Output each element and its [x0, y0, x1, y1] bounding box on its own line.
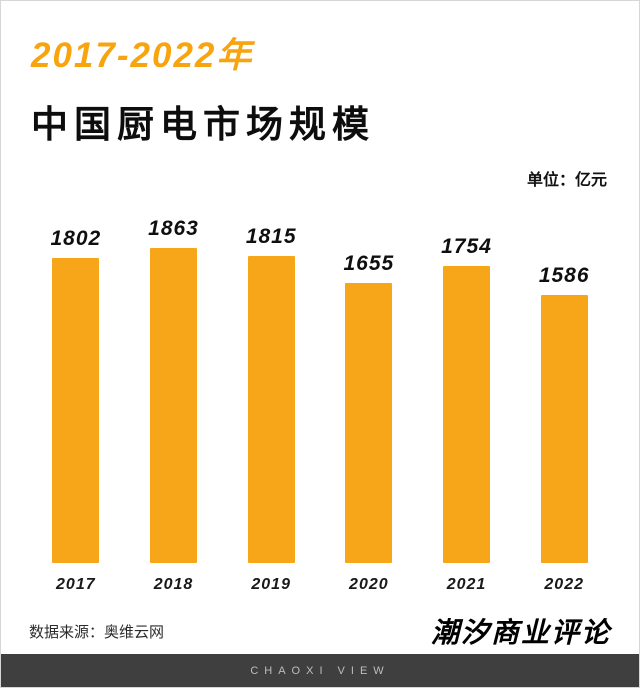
bar-chart: 1802 2017 1863 2018 1815 2019 1655 2020 1754 2021…	[27, 215, 613, 597]
bar-column: 1802 2017	[27, 215, 125, 597]
bar-column: 1863 2018	[125, 215, 223, 597]
page-title: 中国厨电市场规模	[31, 104, 375, 145]
bar	[247, 256, 295, 563]
bar-category-label: 2020	[349, 576, 389, 593]
bar-category-label: 2022	[544, 576, 584, 593]
bottom-strip: CHAOXI VIEW	[1, 654, 639, 687]
bar-value-label: 1586	[538, 264, 590, 287]
bar	[345, 283, 393, 563]
bar-value-label: 1754	[441, 235, 492, 258]
bar	[540, 295, 588, 563]
brand-logo: 潮汐商业评论	[430, 617, 611, 648]
bar	[443, 266, 491, 563]
strip-watermark-text: CHAOXI VIEW	[250, 664, 390, 677]
bar-value-label: 1815	[245, 225, 297, 248]
bar-column: 1815 2019	[222, 215, 320, 597]
bar	[150, 248, 197, 563]
bar-value-label: 1655	[343, 252, 395, 275]
bar-category-label: 2019	[251, 576, 291, 593]
bar	[52, 258, 100, 563]
bar-column: 1586 2022	[515, 215, 613, 597]
bar-value-label: 1863	[148, 217, 199, 240]
title-year-range: 2017-2022年	[31, 36, 254, 75]
bar-column: 1655 2020	[320, 215, 418, 597]
bar-category-label: 2018	[153, 576, 194, 593]
header: 2017-2022年 中国厨电市场规模 单位：亿元	[1, 1, 639, 190]
bar-category-label: 2017	[56, 576, 96, 593]
bar-value-label: 1802	[50, 227, 102, 250]
bar-category-label: 2021	[446, 576, 487, 593]
bar-column: 1754 2021	[418, 215, 516, 597]
footer: 数据来源：奥维云网 潮汐商业评论	[29, 609, 611, 653]
unit-label: 单位：亿元	[526, 172, 607, 189]
data-source-label: 数据来源：奥维云网	[29, 623, 165, 641]
